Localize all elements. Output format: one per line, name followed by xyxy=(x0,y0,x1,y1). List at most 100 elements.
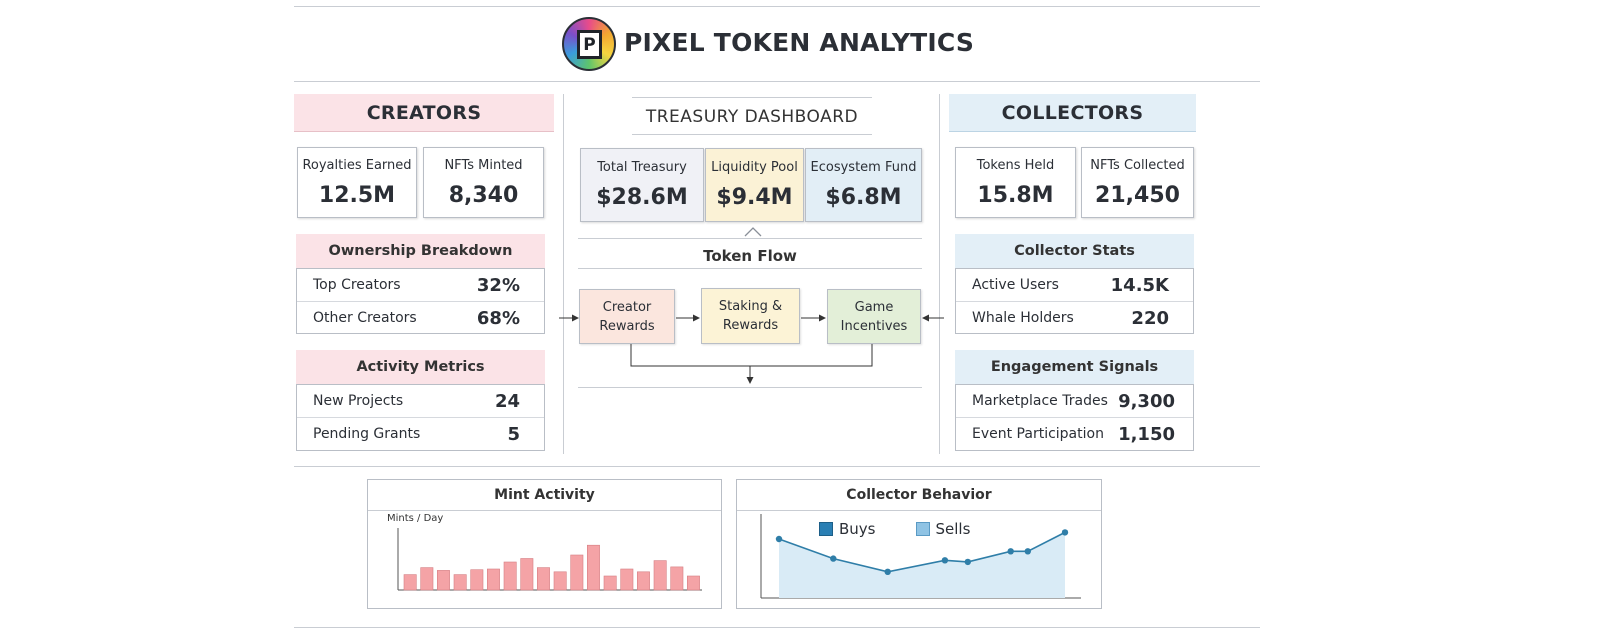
ecosystem-fund-label: Ecosystem Fund xyxy=(810,160,917,175)
treasury-dashboard-header: TREASURY DASHBOARD xyxy=(645,107,859,127)
mint-bar-12 xyxy=(587,544,600,591)
engagement-signals-header: Engagement Signals xyxy=(955,350,1194,384)
buys-point-8 xyxy=(1061,529,1069,536)
game-incentives-node[interactable]: Game Incentives xyxy=(827,289,921,344)
row-value: 5 xyxy=(507,423,520,445)
collector-behavior-chart xyxy=(760,514,1081,599)
app-title: PIXEL TOKEN ANALYTICS xyxy=(624,28,975,57)
row-label: Event Participation xyxy=(972,426,1104,442)
collector-behavior-title-line xyxy=(737,510,1101,511)
buys-legend-swatch xyxy=(819,522,833,536)
table-row[interactable]: Whale Holders 220 xyxy=(956,301,1193,334)
row-value: 220 xyxy=(1131,307,1169,329)
treasury-header-top-line xyxy=(632,97,872,98)
row-label: Active Users xyxy=(972,277,1059,293)
collector-behavior-panel: Collector Behavior Buys Sells xyxy=(736,479,1102,609)
buys-point-4 xyxy=(941,557,949,564)
engagement-signals-table: Marketplace Trades 9,300 Event Participa… xyxy=(955,384,1194,451)
token-flow-top-line xyxy=(578,238,922,239)
table-row[interactable]: Marketplace Trades 9,300 xyxy=(956,385,1193,417)
collectors-header: COLLECTORS xyxy=(949,94,1196,132)
row-value: 24 xyxy=(494,390,520,412)
mint-bar-4 xyxy=(453,574,467,591)
collector-stats-table: Active Users 14.5K Whale Holders 220 xyxy=(955,268,1194,334)
staking-rewards-node[interactable]: Staking & Rewards xyxy=(701,288,800,344)
mint-bar-7 xyxy=(503,561,517,591)
mint-activity-chart xyxy=(397,528,702,591)
mint-bar-18 xyxy=(686,575,700,591)
mint-bar-15 xyxy=(637,571,650,591)
section-divider xyxy=(294,466,1260,467)
mint-bar-1 xyxy=(403,574,417,591)
sells-legend-swatch xyxy=(915,522,930,536)
header-divider xyxy=(294,81,1260,82)
activity-metrics-header: Activity Metrics xyxy=(296,350,545,384)
buys-point-1 xyxy=(775,535,783,543)
mint-activity-title-line xyxy=(368,510,721,511)
token-flow-title-line xyxy=(578,268,922,269)
mint-bar-3 xyxy=(436,570,450,591)
buys-point-5 xyxy=(964,558,971,566)
nfts-minted-value: 8,340 xyxy=(448,182,519,208)
mint-bar-10 xyxy=(553,571,567,591)
mint-bar-11 xyxy=(570,554,584,591)
table-row[interactable]: Active Users 14.5K xyxy=(956,269,1193,301)
buys-point-6 xyxy=(1007,548,1014,555)
collector-behavior-title: Collector Behavior xyxy=(846,487,992,503)
buys-legend-label: Buys xyxy=(839,520,876,538)
royalties-earned-card[interactable]: Royalties Earned 12.5M xyxy=(297,147,417,218)
buys-point-3 xyxy=(884,568,891,575)
liquidity-pool-card[interactable]: Liquidity Pool $9.4M xyxy=(705,148,804,222)
right-column-divider xyxy=(939,94,940,454)
mint-bar-17 xyxy=(670,566,684,591)
ownership-breakdown-table: Top Creators 32% Other Creators 68% xyxy=(296,268,545,334)
pixel-token-logo[interactable]: P xyxy=(562,17,616,71)
row-label: Pending Grants xyxy=(313,426,421,442)
merge-connector xyxy=(630,344,873,367)
top-border-line xyxy=(294,6,1260,7)
table-row[interactable]: Pending Grants 5 xyxy=(297,417,544,450)
logo-letter: P xyxy=(577,30,602,59)
row-label: Other Creators xyxy=(313,310,417,326)
nfts-collected-card[interactable]: NFTs Collected 21,450 xyxy=(1081,147,1194,218)
table-row[interactable]: Top Creators 32% xyxy=(297,269,544,301)
liquidity-pool-value: $9.4M xyxy=(716,185,793,210)
mint-activity-title: Mint Activity xyxy=(494,487,595,503)
mint-bar-6 xyxy=(487,568,500,591)
row-label: Top Creators xyxy=(313,277,401,293)
buys-point-2 xyxy=(830,555,837,562)
ecosystem-fund-value: $6.8M xyxy=(825,185,902,210)
mint-bar-9 xyxy=(537,567,550,591)
ownership-breakdown-header: Ownership Breakdown xyxy=(296,234,545,268)
table-row[interactable]: Other Creators 68% xyxy=(297,301,544,334)
treasury-caret-icon xyxy=(744,227,762,237)
nfts-minted-card[interactable]: NFTs Minted 8,340 xyxy=(423,147,544,218)
table-row[interactable]: Event Participation 1,150 xyxy=(956,417,1193,450)
row-label: Marketplace Trades xyxy=(972,393,1108,409)
liquidity-pool-label: Liquidity Pool xyxy=(711,160,798,175)
collector-behavior-legend: Buys Sells xyxy=(819,520,970,538)
mint-bar-16 xyxy=(653,560,667,591)
tokens-held-label: Tokens Held xyxy=(976,157,1055,173)
total-treasury-value: $28.6M xyxy=(596,185,688,210)
tokens-held-value: 15.8M xyxy=(977,182,1054,208)
creator-rewards-node[interactable]: Creator Rewards xyxy=(579,289,675,344)
token-flow-title: Token Flow xyxy=(703,247,797,265)
staking-rewards-label: Staking & Rewards xyxy=(718,299,783,333)
tokens-held-card[interactable]: Tokens Held 15.8M xyxy=(955,147,1076,218)
mint-bar-14 xyxy=(620,568,634,591)
creators-header: CREATORS xyxy=(294,94,554,132)
mint-activity-ylabel: Mints / Day xyxy=(387,513,444,524)
row-value: 68% xyxy=(476,307,520,329)
ecosystem-fund-card[interactable]: Ecosystem Fund $6.8M xyxy=(805,148,922,222)
token-flow-connectors xyxy=(559,314,944,384)
nfts-collected-value: 21,450 xyxy=(1095,182,1180,208)
treasury-header-bottom-line xyxy=(632,134,872,135)
table-row[interactable]: New Projects 24 xyxy=(297,385,544,417)
sells-legend-label: Sells xyxy=(935,520,971,538)
game-incentives-label: Game Incentives xyxy=(840,299,908,334)
royalties-earned-value: 12.5M xyxy=(318,182,396,208)
nfts-collected-label: NFTs Collected xyxy=(1090,157,1185,173)
total-treasury-card[interactable]: Total Treasury $28.6M xyxy=(580,148,704,222)
collector-stats-header: Collector Stats xyxy=(955,234,1194,268)
